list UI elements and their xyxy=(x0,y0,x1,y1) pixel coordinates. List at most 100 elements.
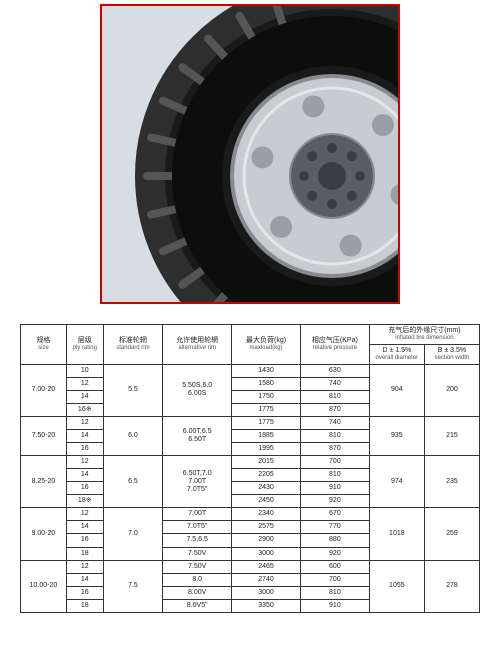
cell-ply: 18※ xyxy=(66,495,103,508)
cell-pressure: 630 xyxy=(300,364,369,377)
cell-altrim: 7.0T5" xyxy=(163,521,232,534)
cell-maxload: 2900 xyxy=(232,534,301,547)
cell-altrim: 8.00V xyxy=(163,586,232,599)
col-header: 标准轮辋standard rim xyxy=(103,325,163,365)
tire-illustration xyxy=(102,6,398,302)
cell-stdrim: 6.5 xyxy=(103,456,163,508)
cell-maxload: 1775 xyxy=(232,404,301,417)
cell-pressure: 670 xyxy=(300,508,369,521)
cell-maxload: 2340 xyxy=(232,508,301,521)
cell-altrim: 7.50V xyxy=(163,560,232,573)
cell-ply: 14 xyxy=(66,469,103,482)
col-header: B ± 3.5%section width xyxy=(424,344,479,364)
table-row: 9.00-20127.07.00T23406701018259 xyxy=(21,508,480,521)
cell-width: 259 xyxy=(424,508,479,560)
cell-size: 8.25-20 xyxy=(21,456,67,508)
cell-pressure: 810 xyxy=(300,430,369,443)
cell-altrim: 6.00T,6.56.50T xyxy=(163,417,232,456)
cell-width: 215 xyxy=(424,417,479,456)
cell-ply: 14 xyxy=(66,573,103,586)
table-row: 7.00-20105.55.50S,6.06.00S1430630904200 xyxy=(21,364,480,377)
cell-ply: 12 xyxy=(66,417,103,430)
cell-pressure: 910 xyxy=(300,599,369,612)
cell-pressure: 700 xyxy=(300,573,369,586)
cell-dia: 904 xyxy=(369,364,424,416)
table-row: 8.25-20126.56.50T,7.07.00T7.0T5"20157009… xyxy=(21,456,480,469)
cell-maxload: 1775 xyxy=(232,417,301,430)
cell-altrim: 7.00T xyxy=(163,508,232,521)
cell-ply: 16 xyxy=(66,443,103,456)
table-row: 7.50-20126.06.00T,6.56.50T1775740935215 xyxy=(21,417,480,430)
cell-maxload: 2430 xyxy=(232,482,301,495)
cell-stdrim: 7.0 xyxy=(103,508,163,560)
cell-maxload: 1430 xyxy=(232,364,301,377)
cell-pressure: 920 xyxy=(300,495,369,508)
cell-altrim: 7.50V xyxy=(163,547,232,560)
col-header: 允许使用轮辋alternative rim xyxy=(163,325,232,365)
cell-ply: 18 xyxy=(66,547,103,560)
cell-maxload: 3000 xyxy=(232,586,301,599)
cell-maxload: 2015 xyxy=(232,456,301,469)
cell-pressure: 740 xyxy=(300,377,369,390)
cell-ply: 12 xyxy=(66,456,103,469)
cell-stdrim: 5.5 xyxy=(103,364,163,416)
product-image-frame xyxy=(100,4,400,304)
cell-ply: 16 xyxy=(66,482,103,495)
cell-width: 200 xyxy=(424,364,479,416)
col-header: D ± 1.5%overall diameter xyxy=(369,344,424,364)
cell-ply: 16 xyxy=(66,586,103,599)
cell-ply: 16 xyxy=(66,534,103,547)
cell-ply: 14 xyxy=(66,390,103,403)
cell-altrim: 7.5,6.5 xyxy=(163,534,232,547)
cell-stdrim: 7.5 xyxy=(103,560,163,612)
cell-ply: 12 xyxy=(66,560,103,573)
cell-ply: 14 xyxy=(66,430,103,443)
cell-maxload: 2740 xyxy=(232,573,301,586)
cell-dia: 935 xyxy=(369,417,424,456)
col-header: 充气后的外缘尺寸(mm)inflated tire dimension xyxy=(369,325,479,345)
spec-table: 规格size层级ply rating标准轮辋standard rim允许使用轮辋… xyxy=(20,324,480,613)
cell-pressure: 910 xyxy=(300,482,369,495)
cell-dia: 974 xyxy=(369,456,424,508)
cell-size: 9.00-20 xyxy=(21,508,67,560)
col-header: 规格size xyxy=(21,325,67,365)
cell-ply: 16※ xyxy=(66,404,103,417)
cell-maxload: 2465 xyxy=(232,560,301,573)
cell-altrim: 8.0V5" xyxy=(163,599,232,612)
table-body: 7.00-20105.55.50S,6.06.00S14306309042001… xyxy=(21,364,480,612)
cell-pressure: 740 xyxy=(300,417,369,430)
cell-ply: 18 xyxy=(66,599,103,612)
cell-maxload: 1750 xyxy=(232,390,301,403)
cell-maxload: 1995 xyxy=(232,443,301,456)
cell-maxload: 2205 xyxy=(232,469,301,482)
cell-ply: 10 xyxy=(66,364,103,377)
cell-pressure: 810 xyxy=(300,586,369,599)
cell-altrim: 5.50S,6.06.00S xyxy=(163,364,232,416)
spec-table-container: 规格size层级ply rating标准轮辋standard rim允许使用轮辋… xyxy=(20,324,480,613)
cell-pressure: 810 xyxy=(300,390,369,403)
cell-ply: 12 xyxy=(66,508,103,521)
cell-pressure: 880 xyxy=(300,534,369,547)
cell-pressure: 920 xyxy=(300,547,369,560)
cell-width: 278 xyxy=(424,560,479,612)
cell-ply: 12 xyxy=(66,377,103,390)
table-header: 规格size层级ply rating标准轮辋standard rim允许使用轮辋… xyxy=(21,325,480,365)
cell-dia: 1055 xyxy=(369,560,424,612)
cell-altrim: 8.0 xyxy=(163,573,232,586)
cell-dia: 1018 xyxy=(369,508,424,560)
cell-size: 7.00-20 xyxy=(21,364,67,416)
cell-pressure: 870 xyxy=(300,404,369,417)
cell-pressure: 600 xyxy=(300,560,369,573)
cell-stdrim: 6.0 xyxy=(103,417,163,456)
cell-size: 7.50-20 xyxy=(21,417,67,456)
cell-maxload: 1580 xyxy=(232,377,301,390)
col-header: 最大负荷(kg)maxload(kg) xyxy=(232,325,301,365)
cell-size: 10.00-20 xyxy=(21,560,67,612)
col-header: 相应气压(KPa)relative pressure xyxy=(300,325,369,365)
table-row: 10.00-20127.57.50V24656001055278 xyxy=(21,560,480,573)
cell-altrim: 6.50T,7.07.00T7.0T5" xyxy=(163,456,232,508)
cell-maxload: 3000 xyxy=(232,547,301,560)
cell-pressure: 700 xyxy=(300,456,369,469)
cell-width: 235 xyxy=(424,456,479,508)
cell-pressure: 770 xyxy=(300,521,369,534)
